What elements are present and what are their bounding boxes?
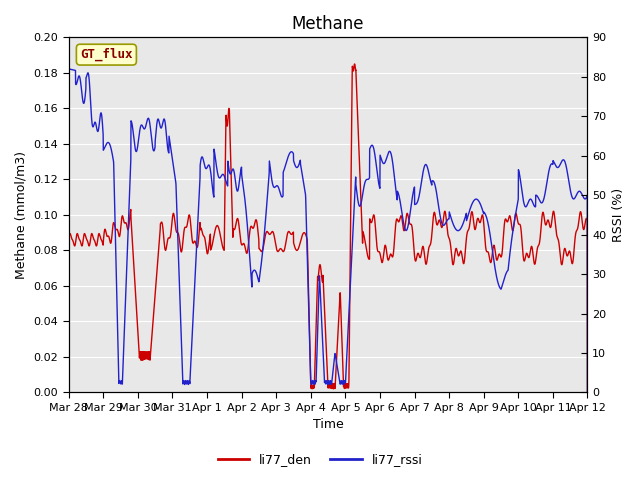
Text: GT_flux: GT_flux (80, 48, 132, 61)
Y-axis label: Methane (mmol/m3): Methane (mmol/m3) (15, 151, 28, 279)
X-axis label: Time: Time (313, 419, 344, 432)
Title: Methane: Methane (292, 15, 364, 33)
Y-axis label: RSSI (%): RSSI (%) (612, 188, 625, 242)
Legend: li77_den, li77_rssi: li77_den, li77_rssi (212, 448, 428, 471)
